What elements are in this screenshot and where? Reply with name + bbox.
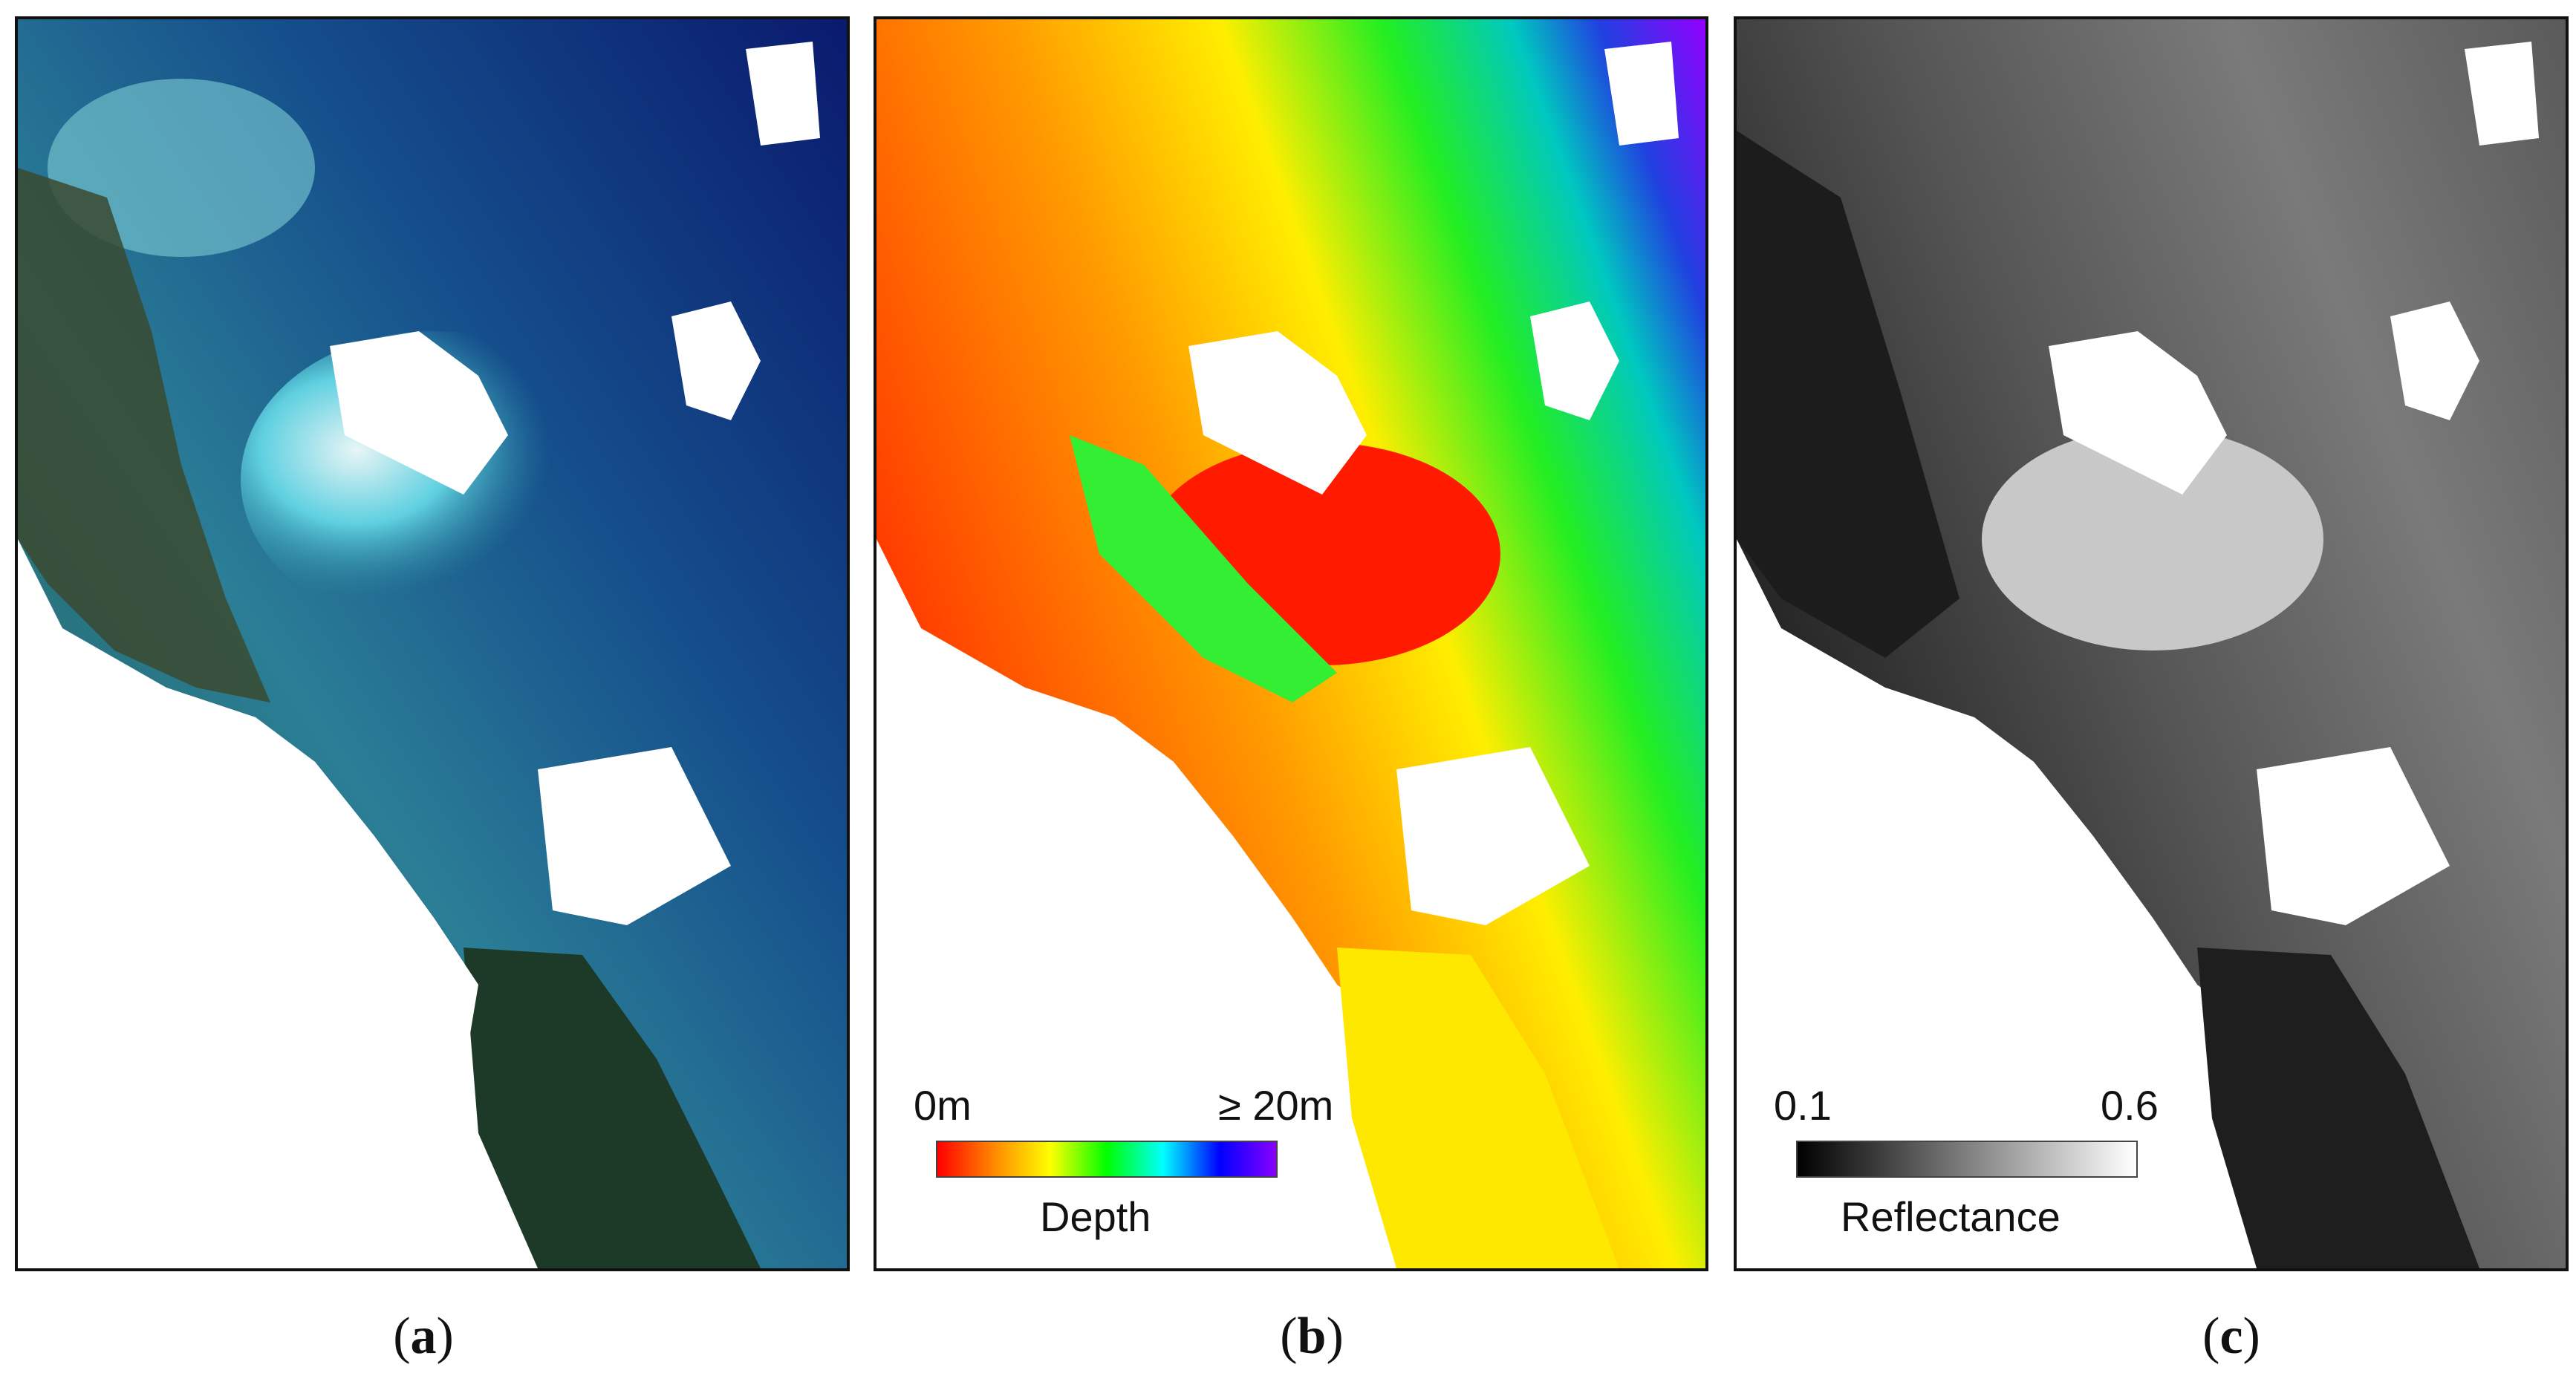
dark-southern-lagoon: [2197, 948, 2479, 1268]
water-area: [18, 19, 847, 1268]
cloud-mask: [2390, 301, 2479, 420]
true-color-image-panel: [15, 16, 850, 1271]
reflectance-map-panel: 0.1 0.6 Reflectance: [1734, 16, 2569, 1271]
southern-lagoon-depth: [1337, 948, 1619, 1268]
land-mask: [876, 554, 1352, 1268]
reflectance-map: [1737, 19, 2566, 1268]
cloud-mask: [1188, 331, 1367, 495]
depth-map-panel: 0m ≥ 20m Depth: [874, 16, 1708, 1271]
cloud-mask: [2257, 747, 2450, 925]
dark-coastal-zone: [1737, 131, 1959, 658]
depth-legend-title: Depth: [1040, 1193, 1151, 1240]
coastal-vegetation: [18, 168, 270, 702]
depth-legend-max-label: ≥ 20m: [1218, 1082, 1334, 1129]
southern-lagoon: [464, 948, 761, 1268]
shallow-coastal-area: [48, 79, 315, 257]
land-mask: [18, 554, 493, 1268]
panel-label-a: (a): [393, 1308, 454, 1365]
panel-label-b: (b): [1280, 1308, 1344, 1365]
depth-colorbar: [936, 1141, 1278, 1178]
depth-legend-min-label: 0m: [914, 1082, 972, 1129]
depth-map: [876, 19, 1705, 1268]
cloud-mask: [746, 42, 820, 146]
reflectance-colorbar: [1796, 1141, 2138, 1178]
cloud-mask: [330, 331, 508, 495]
reflectance-legend-min-label: 0.1: [1774, 1082, 1832, 1129]
bright-reflectance-zone: [1982, 428, 2323, 650]
cloud-mask: [1396, 747, 1590, 925]
cloud-mask: [538, 747, 731, 925]
cloud-mask: [2049, 331, 2227, 495]
cloud-mask: [2465, 42, 2539, 146]
reflectance-legend-title: Reflectance: [1841, 1193, 2061, 1240]
cloud-mask: [671, 301, 761, 420]
true-color-image: [18, 19, 847, 1268]
reflectance-legend-max-label: 0.6: [2101, 1082, 2159, 1129]
cloud-mask: [1604, 42, 1679, 146]
panel-label-c: (c): [2202, 1308, 2260, 1365]
cloud-mask: [1530, 301, 1619, 420]
channel-depth-zone: [1070, 435, 1337, 702]
land-mask: [1737, 554, 2212, 1268]
